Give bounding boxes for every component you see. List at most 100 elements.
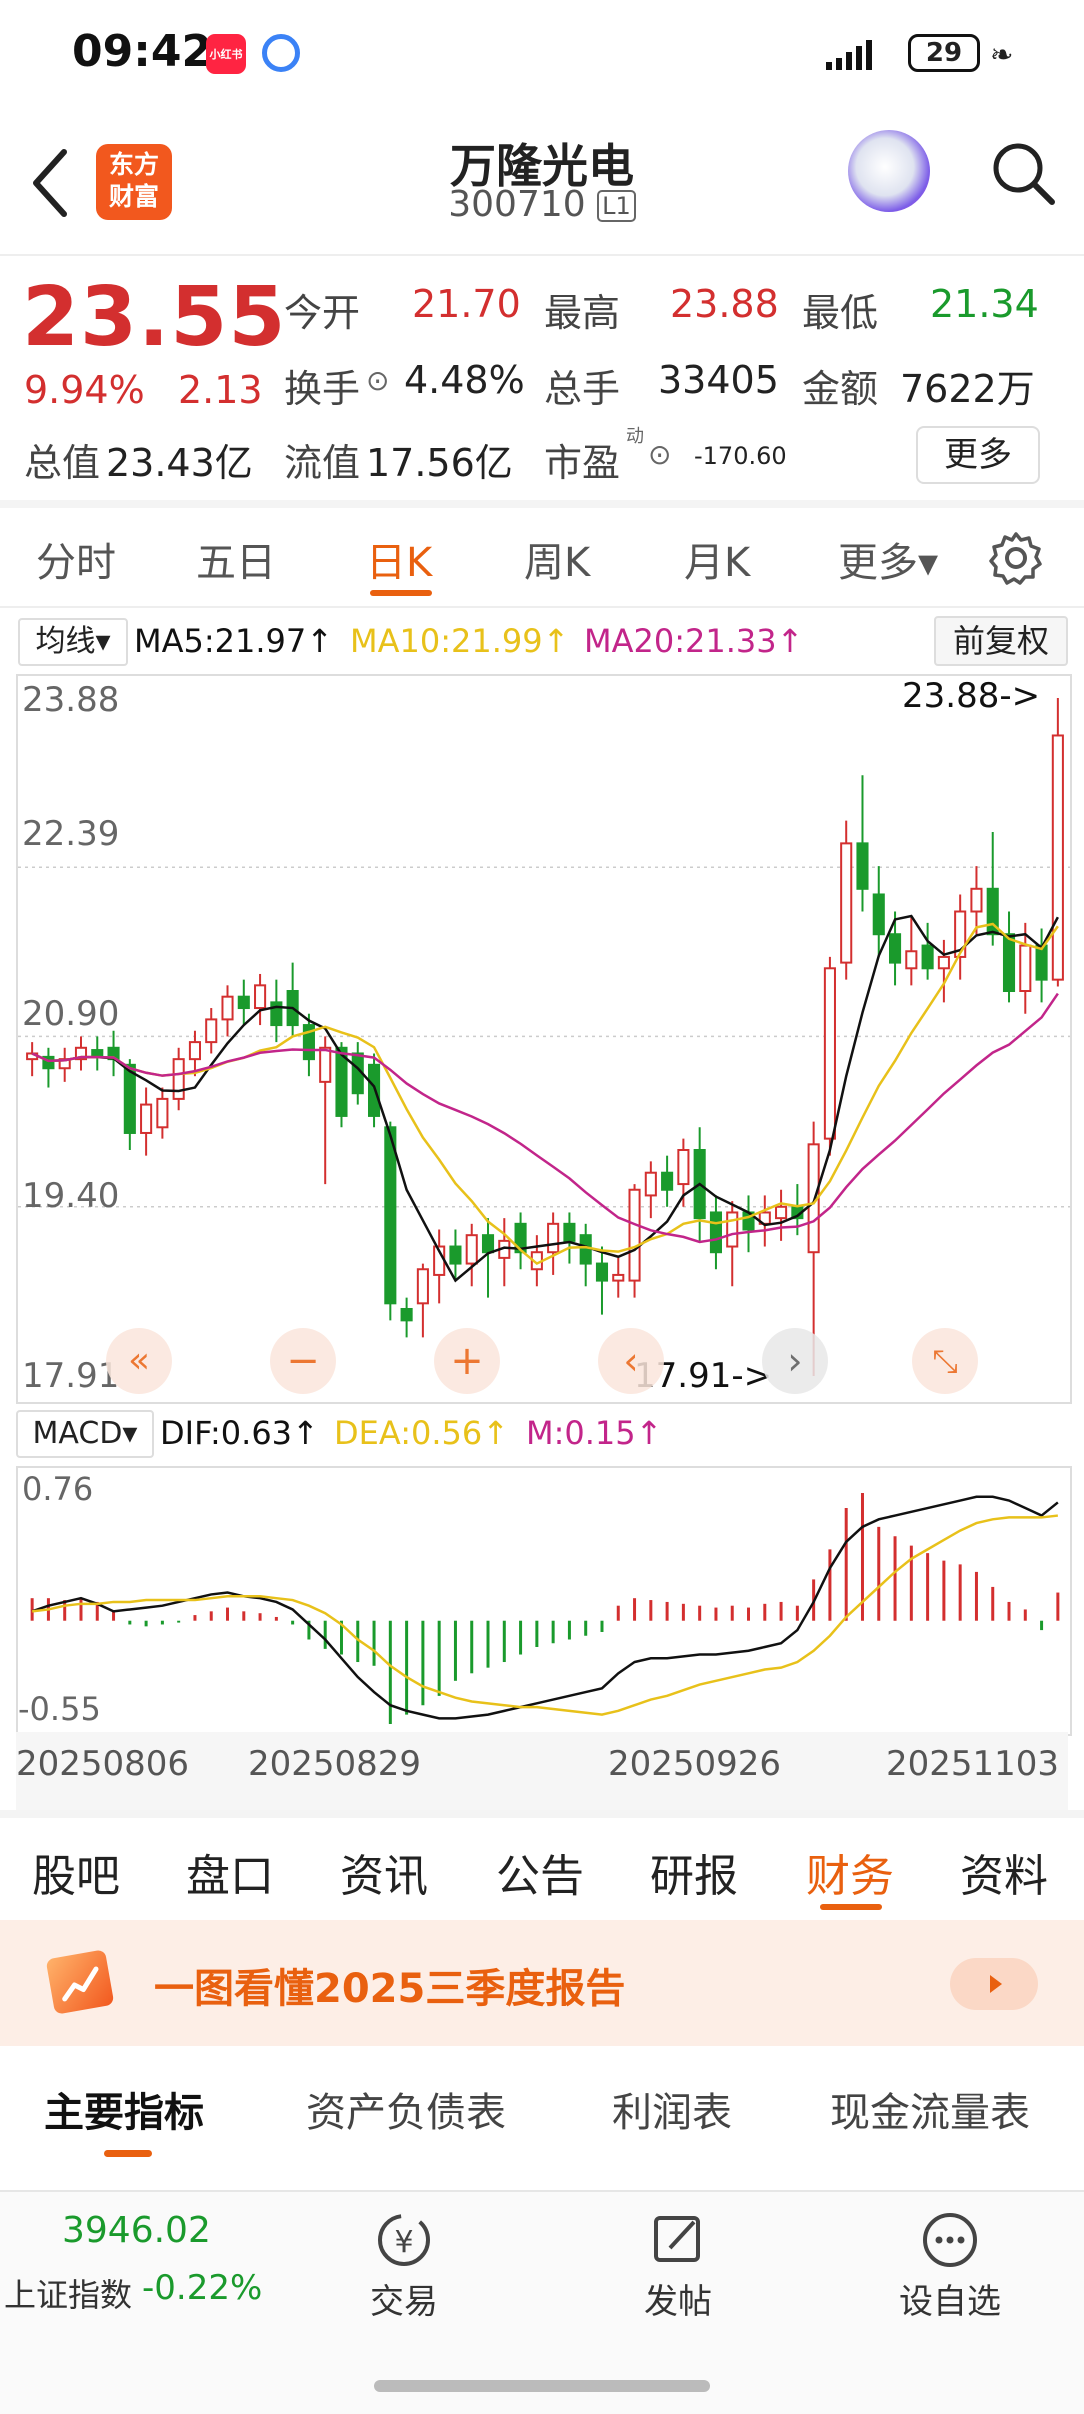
tab-announcements[interactable]: 公告 (496, 1851, 584, 1902)
post-button[interactable]: 发帖 (636, 2210, 720, 2323)
subtab-income-statement[interactable]: 利润表 (612, 2090, 732, 2136)
candle (319, 1046, 332, 1083)
more-button[interactable]: 更多 (916, 426, 1040, 484)
date-label: 20250806 (16, 1744, 190, 1784)
scroll-right-button[interactable]: › (762, 1328, 828, 1394)
back-icon[interactable] (30, 148, 70, 222)
candle (612, 1273, 625, 1282)
tab-pankou[interactable]: 盘口 (186, 1851, 274, 1902)
open-label: 今开 (284, 291, 361, 335)
tab-more[interactable]: 更多▾ (838, 540, 939, 586)
zoom-out-button[interactable]: − (270, 1328, 336, 1394)
gear-icon[interactable] (988, 530, 1044, 596)
candle (42, 1055, 55, 1070)
high-label: 最高 (544, 291, 621, 335)
trade-label: 交易 (370, 2282, 438, 2322)
tab-intraday[interactable]: 分时 (36, 540, 116, 586)
macd-chart[interactable]: 0.76 -0.55 (16, 1466, 1072, 1736)
zoom-in-button[interactable]: + (434, 1328, 500, 1394)
trade-button[interactable]: ¥ 交易 (362, 2210, 446, 2323)
add-watchlist-button[interactable]: 设自选 (890, 2210, 1010, 2323)
svg-text:¥: ¥ (394, 2225, 413, 2260)
low-value: 21.34 (930, 282, 1039, 326)
macd-selector[interactable]: MACD▾ (16, 1410, 154, 1458)
turnover-value: 4.48% (404, 358, 525, 402)
leaf-icon: ❧ (990, 38, 1014, 71)
candle (400, 1307, 413, 1322)
tab-news[interactable]: 资讯 (340, 1851, 428, 1902)
eastmoney-logo: 东方 财富 (96, 144, 172, 220)
banner-text: 一图看懂2025三季度报告 (154, 1966, 626, 2012)
candle (547, 1222, 560, 1254)
candle (384, 1126, 397, 1305)
chart-report-icon (45, 1949, 115, 2015)
report-banner[interactable]: 一图看懂2025三季度报告 (0, 1920, 1084, 2046)
candle (872, 893, 885, 936)
ma-selector[interactable]: 均线▾ (18, 618, 128, 666)
stock-title: 万隆光电 (450, 139, 634, 193)
macd-svg (30, 1493, 1060, 1724)
date-label: 20250926 (608, 1744, 782, 1784)
candle (237, 995, 250, 1010)
date-label: 20251103 (886, 1744, 1060, 1784)
tab-weekly-k[interactable]: 周K (524, 540, 591, 586)
date-axis: 20250806 20250829 20250926 20251103 (16, 1732, 1068, 1810)
pe-sup: 动 (626, 426, 644, 447)
total-value-label: 总值 (24, 441, 101, 485)
candle (140, 1103, 153, 1134)
info-icon[interactable]: ⊙ (366, 364, 390, 397)
search-icon[interactable] (990, 140, 1056, 210)
subtab-cash-flow[interactable]: 现金流量表 (830, 2090, 1030, 2136)
level-badge: L1 (597, 190, 636, 222)
tab-profile[interactable]: 资料 (960, 1851, 1048, 1902)
subtab-balance-sheet[interactable]: 资产负债表 (306, 2090, 506, 2136)
subtab-underline (104, 2150, 152, 2157)
xiaohongshu-icon: 小红书 (206, 34, 246, 74)
robot-avatar-icon[interactable] (848, 130, 930, 212)
adjust-button[interactable]: 前复权 (934, 616, 1068, 666)
ma5-line (31, 914, 1059, 1283)
candle (156, 1097, 169, 1129)
ma20-line (31, 992, 1059, 1244)
scroll-left-fast-button[interactable]: « (106, 1328, 172, 1394)
tab-finance[interactable]: 财务 (806, 1851, 894, 1902)
candle (856, 842, 869, 890)
open-value: 21.70 (412, 282, 521, 326)
candle (367, 1063, 381, 1117)
candle (709, 1211, 723, 1254)
bottom-nav: 3946.02 上证指数 -0.22% ¥ 交易 发帖 设自选 (0, 2190, 1084, 2414)
kline-chart[interactable]: 23.88 22.39 20.90 19.40 17.91 23.88-> 17… (16, 674, 1072, 1404)
banner-arrow-button[interactable] (950, 1958, 1038, 2010)
tab-guba[interactable]: 股吧 (32, 1851, 120, 1902)
scroll-left-button[interactable]: ‹ (598, 1328, 664, 1394)
candle (416, 1268, 429, 1305)
dea-legend: DEA:0.56↑ (334, 1414, 510, 1452)
finance-sub-tabs: 主要指标 资产负债表 利润表 现金流量表 (0, 2050, 1084, 2160)
home-indicator (374, 2380, 710, 2392)
section-gap (0, 1810, 1084, 1818)
ma20-legend: MA20:21.33↑ (584, 622, 804, 660)
candle (205, 1018, 218, 1044)
browser-icon (262, 34, 300, 72)
total-value: 23.43亿 (106, 441, 253, 485)
tab-five-day[interactable]: 五日 (196, 540, 276, 586)
pe-info-icon[interactable]: ⊙ (648, 438, 672, 471)
watchlist-label: 设自选 (899, 2282, 1001, 2322)
post-label: 发帖 (644, 2282, 712, 2322)
tab-underline (820, 1904, 882, 1910)
amount-label: 金额 (802, 367, 879, 411)
low-label: 最低 (802, 291, 879, 335)
pe-value: -170.60 (694, 442, 787, 470)
tab-daily-k[interactable]: 日K (366, 540, 433, 586)
candle (970, 887, 983, 913)
subtab-key-indicators[interactable]: 主要指标 (44, 2090, 204, 2136)
index-value: 3946.02 (62, 2210, 211, 2251)
candle (840, 842, 853, 964)
candle (465, 1234, 478, 1265)
tab-research[interactable]: 研报 (650, 1851, 738, 1902)
candle (1051, 734, 1064, 981)
tab-monthly-k[interactable]: 月K (684, 540, 751, 586)
max-price-marker: 23.88-> (902, 676, 1041, 716)
app-header: 东方 财富 万隆光电 300710 L1 (0, 110, 1084, 255)
fullscreen-icon[interactable]: ⤡ (912, 1328, 978, 1394)
